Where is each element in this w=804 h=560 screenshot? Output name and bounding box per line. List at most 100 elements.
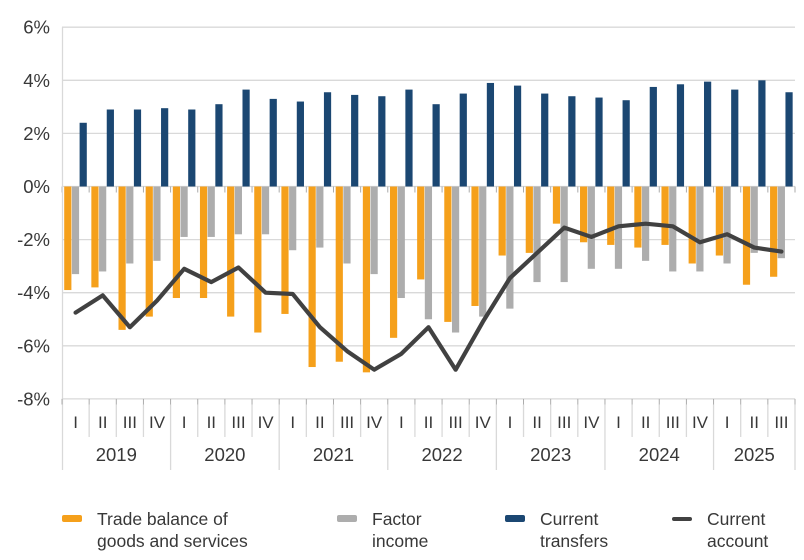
quarter-label: IV bbox=[692, 413, 709, 432]
quarter-label: I bbox=[73, 413, 78, 432]
bar bbox=[634, 186, 642, 248]
quarter-label: II bbox=[424, 413, 433, 432]
legend-line2: account bbox=[707, 531, 769, 551]
x-axis bbox=[61, 27, 796, 470]
current-account-swatch-icon bbox=[672, 517, 692, 521]
bar bbox=[254, 186, 262, 333]
legend-line1: Current bbox=[540, 509, 599, 529]
legend-line2: goods and services bbox=[97, 531, 248, 551]
bar bbox=[568, 96, 576, 187]
bar bbox=[145, 186, 153, 317]
bar bbox=[71, 186, 80, 275]
quarter-label: III bbox=[231, 413, 245, 432]
trade-balance-swatch-icon bbox=[62, 515, 82, 522]
legend-label-current-transfers: Current transfers bbox=[540, 508, 608, 552]
quarter-label: II bbox=[207, 413, 216, 432]
y-tick-label: 4% bbox=[23, 70, 50, 91]
bar bbox=[79, 122, 87, 187]
bar bbox=[362, 186, 371, 373]
bar bbox=[432, 104, 440, 187]
bar bbox=[133, 109, 142, 187]
legend-line1: Trade balance of bbox=[97, 509, 228, 529]
legend-label-factor-income: Factor income bbox=[372, 508, 428, 552]
quarter-label: I bbox=[616, 413, 621, 432]
bar bbox=[607, 186, 615, 245]
bar bbox=[525, 186, 533, 253]
bar bbox=[389, 186, 398, 338]
bar bbox=[661, 186, 669, 245]
bar bbox=[770, 186, 778, 277]
bar bbox=[777, 186, 785, 259]
bar bbox=[296, 101, 304, 187]
quarter-label: II bbox=[532, 413, 541, 432]
zero-axis-ticks bbox=[61, 186, 796, 193]
current-transfers-swatch-icon bbox=[505, 515, 525, 522]
quarter-label: II bbox=[98, 413, 107, 432]
bar bbox=[622, 100, 630, 187]
bar bbox=[704, 81, 712, 187]
bar bbox=[180, 186, 188, 237]
bar bbox=[207, 186, 215, 237]
y-tick-label: 0% bbox=[23, 176, 50, 197]
bar bbox=[316, 186, 324, 248]
legend-item-current-transfers: Current transfers bbox=[505, 508, 608, 552]
bar bbox=[696, 186, 704, 272]
bar bbox=[234, 186, 242, 235]
current-account-line bbox=[73, 221, 784, 372]
legend-item-factor-income: Factor income bbox=[337, 508, 428, 552]
bar bbox=[199, 186, 208, 299]
bar bbox=[227, 186, 235, 317]
legend-line1: Factor bbox=[372, 509, 422, 529]
quarter-label: II bbox=[750, 413, 759, 432]
y-tick-label: -2% bbox=[17, 229, 50, 250]
quarter-label: IV bbox=[258, 413, 275, 432]
bar bbox=[424, 186, 433, 320]
quarter-label: III bbox=[666, 413, 680, 432]
bar bbox=[560, 186, 568, 283]
legend-line2: transfers bbox=[540, 531, 609, 551]
quarter-label: I bbox=[182, 413, 187, 432]
bar bbox=[451, 186, 460, 333]
quarter-label: III bbox=[557, 413, 571, 432]
bar bbox=[99, 186, 107, 272]
quarter-label: III bbox=[340, 413, 354, 432]
year-label: 2021 bbox=[313, 444, 354, 465]
year-label: 2025 bbox=[734, 444, 775, 465]
bar bbox=[506, 186, 514, 309]
bar bbox=[370, 186, 378, 275]
bar bbox=[731, 89, 739, 187]
bars-trade-balance-of-goods-and-services bbox=[64, 186, 778, 373]
bar bbox=[649, 86, 657, 187]
bar bbox=[676, 84, 685, 187]
bar bbox=[118, 186, 126, 330]
y-tick-label: -6% bbox=[17, 335, 50, 356]
bar bbox=[750, 186, 758, 253]
year-label: 2019 bbox=[96, 444, 137, 465]
year-label: 2024 bbox=[639, 444, 680, 465]
year-labels: 2019 2020 2021 2022 2023 2024 2025 bbox=[96, 444, 775, 465]
bar bbox=[281, 186, 289, 314]
bar bbox=[397, 186, 405, 299]
bar bbox=[533, 186, 541, 283]
bars-factor-income bbox=[71, 186, 785, 333]
legend-line1: Current bbox=[707, 509, 766, 529]
bars-current-transfers bbox=[79, 80, 793, 187]
bar bbox=[378, 96, 386, 187]
bar bbox=[580, 186, 588, 243]
y-tick-label: -4% bbox=[17, 282, 50, 303]
chart-legend: Trade balance of goods and services Fact… bbox=[0, 508, 804, 560]
bar bbox=[91, 186, 99, 288]
y-tick-label: -8% bbox=[17, 388, 50, 409]
bar bbox=[343, 186, 351, 264]
quarter-label: III bbox=[774, 413, 788, 432]
bar bbox=[715, 186, 723, 256]
bar bbox=[587, 186, 595, 269]
quarter-label: II bbox=[641, 413, 650, 432]
quarter-label: IV bbox=[149, 413, 166, 432]
quarter-label: III bbox=[123, 413, 137, 432]
quarter-label: I bbox=[399, 413, 404, 432]
bar bbox=[459, 93, 467, 187]
legend-label-current-account: Current account bbox=[707, 508, 768, 552]
quarter-label: I bbox=[290, 413, 295, 432]
bar bbox=[172, 186, 180, 299]
